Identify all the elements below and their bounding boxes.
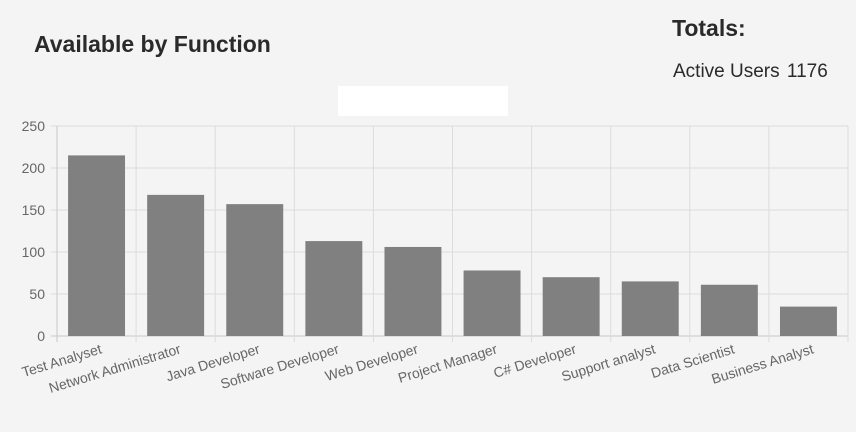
- bar-6: [542, 277, 600, 336]
- y-tick-label: 100: [22, 244, 46, 260]
- bar-0: [68, 155, 126, 336]
- y-tick-label: 50: [29, 286, 45, 302]
- bar-3: [305, 241, 363, 336]
- active-users-total: Active Users 1176: [673, 61, 828, 83]
- totals-title: Totals:: [672, 15, 746, 41]
- bar-7: [621, 281, 679, 336]
- bar-4: [384, 246, 442, 336]
- active-users-value: 1176: [786, 61, 828, 82]
- y-tick-label: 250: [22, 118, 46, 134]
- bar-8: [700, 284, 758, 336]
- chart-section-title: Available by Function: [34, 31, 271, 57]
- x-tick-label: Network Administrator: [47, 340, 183, 395]
- bar-1: [147, 194, 205, 336]
- chart-legend: [338, 86, 508, 116]
- bar-9: [779, 306, 837, 336]
- y-tick-label: 150: [22, 202, 46, 218]
- y-tick-label: 0: [37, 328, 45, 344]
- bar-2: [226, 204, 284, 336]
- bar-5: [463, 270, 521, 336]
- y-tick-label: 200: [22, 160, 46, 176]
- active-users-label: Active Users: [673, 61, 780, 82]
